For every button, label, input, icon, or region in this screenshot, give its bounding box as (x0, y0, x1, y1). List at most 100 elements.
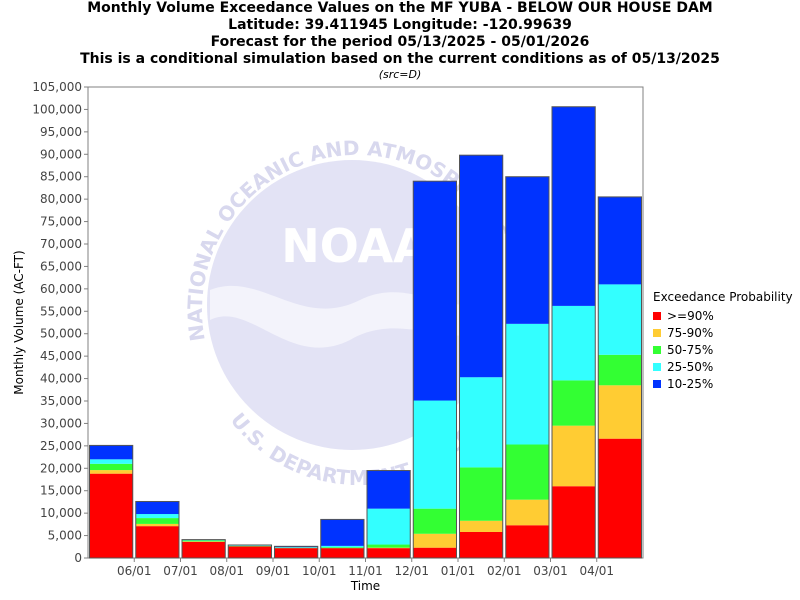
x-tick-label: 10/01 (302, 564, 337, 578)
chart-title-block: Monthly Volume Exceedance Values on the … (0, 0, 800, 82)
bar-segment (274, 548, 318, 558)
bar-outline (181, 539, 226, 559)
x-tick-label: 08/01 (209, 564, 244, 578)
legend-item: 50-75% (653, 341, 793, 358)
x-axis-label: Time (350, 579, 380, 593)
bar-segment (135, 523, 179, 527)
watermark-logo-text: NOAA (281, 219, 429, 273)
bar-segment (459, 377, 503, 468)
bar-segment (552, 305, 596, 381)
y-tick-label: 75,000 (40, 215, 82, 229)
y-tick-label: 50,000 (40, 327, 82, 341)
bar-segment (228, 546, 272, 558)
y-tick-label: 45,000 (40, 349, 82, 363)
y-tick-label: 25,000 (40, 439, 82, 453)
bar-segment (367, 470, 411, 509)
legend-label: 10-25% (667, 376, 714, 391)
x-tick-label: 12/01 (394, 564, 429, 578)
bar-segment (598, 438, 642, 558)
legend-label: >=90% (667, 308, 714, 323)
bar-segment (505, 525, 549, 558)
legend-swatch (653, 362, 661, 371)
bar-outline (505, 176, 550, 559)
x-tick-label: 01/01 (441, 564, 476, 578)
x-tick-label: 04/01 (579, 564, 614, 578)
bar-segment (598, 354, 642, 386)
bar-segment (459, 155, 503, 378)
bar-segment (552, 486, 596, 558)
bar-segment (552, 106, 596, 306)
bar-segment (135, 526, 179, 558)
bar-stack (551, 106, 596, 559)
legend-label: 50-75% (667, 342, 714, 357)
bar-segment (459, 467, 503, 521)
bar-outline (89, 444, 134, 559)
bar-segment (552, 380, 596, 426)
bar-stack (320, 518, 365, 559)
bar-segment (135, 514, 179, 519)
bar-segment (135, 518, 179, 524)
y-tick-label: 35,000 (40, 394, 82, 408)
bar-segment (135, 501, 179, 515)
x-tick-label: 07/01 (163, 564, 198, 578)
y-tick-label: 15,000 (40, 484, 82, 498)
y-tick-label: 105,000 (32, 80, 82, 94)
bar-segment (459, 520, 503, 532)
bar-stack (412, 180, 457, 559)
bar-segment (367, 544, 411, 548)
bar-segment (320, 547, 364, 549)
y-tick-label: 65,000 (40, 259, 82, 273)
chart-period: Forecast for the period 05/13/2025 - 05/… (210, 34, 590, 50)
bar-stack (597, 196, 642, 559)
x-tick-label: 09/01 (256, 564, 291, 578)
legend-item: 25-50% (653, 358, 793, 375)
y-tick-label: 90,000 (40, 147, 82, 161)
x-tick-label: 03/01 (533, 564, 568, 578)
bar-segment (89, 470, 133, 474)
chart-legend: Exceedance Probability >=90% 75-90% 50-75%… (653, 289, 793, 392)
bar-stack (135, 500, 180, 559)
bar-segment (413, 181, 457, 401)
bar-outline (320, 518, 365, 559)
legend-label: 75-90% (667, 325, 714, 340)
chart-location: Latitude: 39.411945 Longitude: -120.9963… (228, 17, 572, 33)
y-tick-label: 10,000 (40, 506, 82, 520)
bar-outline (459, 154, 504, 559)
bar-segment (89, 473, 133, 558)
legend-label: 25-50% (667, 359, 714, 374)
y-tick-label: 0 (74, 551, 82, 565)
bar-segment (459, 531, 503, 558)
bar-stack (89, 444, 134, 559)
bar-segment (367, 508, 411, 545)
bar-segment (367, 548, 411, 558)
bar-stack (366, 470, 411, 559)
bar-segment (413, 400, 457, 509)
y-tick-label: 95,000 (40, 125, 82, 139)
legend-swatch (653, 328, 661, 337)
bar-segment (320, 519, 364, 546)
bar-segment (413, 533, 457, 548)
y-tick-label: 55,000 (40, 304, 82, 318)
bar-outline (366, 470, 411, 559)
bar-segment (89, 463, 133, 471)
y-tick-label: 40,000 (40, 372, 82, 386)
y-tick-label: 20,000 (40, 461, 82, 475)
bar-outline (412, 180, 457, 559)
legend-item: >=90% (653, 307, 793, 324)
chart-title: Monthly Volume Exceedance Values on the … (87, 0, 713, 16)
bar-segment (89, 445, 133, 460)
y-tick-label: 100,000 (32, 102, 82, 116)
bar-segment (320, 545, 364, 548)
y-tick-label: 30,000 (40, 416, 82, 430)
bar-outline (135, 500, 180, 559)
bar-segment (505, 323, 549, 445)
bar-segment (320, 548, 364, 558)
bar-segment (89, 459, 133, 464)
bar-segment (182, 541, 226, 558)
bar-segment (413, 508, 457, 534)
x-tick-label: 06/01 (117, 564, 152, 578)
legend-item: 10-25% (653, 375, 793, 392)
bar-stack (459, 154, 504, 559)
x-tick-label: 11/01 (348, 564, 383, 578)
